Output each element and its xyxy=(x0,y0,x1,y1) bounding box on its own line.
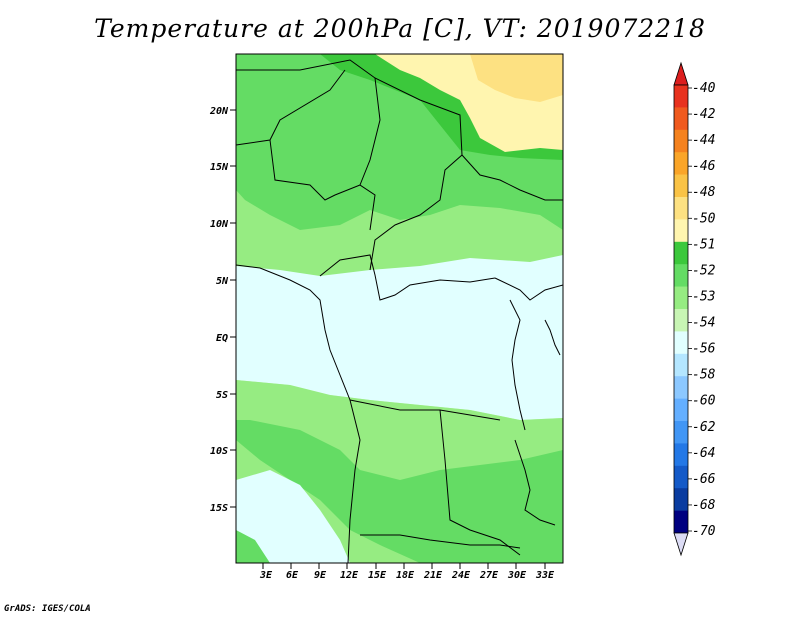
lon-tick-label: 30E xyxy=(507,570,527,581)
colorbar-swatch xyxy=(674,129,688,153)
colorbar-label: -66 xyxy=(692,472,716,487)
colorbar-label: -68 xyxy=(692,498,716,513)
colorbar-swatch xyxy=(674,353,688,377)
colorbar-swatch xyxy=(674,241,688,265)
lat-tick-label: 5N xyxy=(216,276,229,287)
colorbar-swatch xyxy=(674,219,688,243)
colorbar-swatch xyxy=(674,331,688,355)
lat-tick-label: EQ xyxy=(216,333,228,344)
colorbar-label: -58 xyxy=(692,368,716,383)
colorbar-label: -50 xyxy=(692,211,716,226)
colorbar-label: -44 xyxy=(692,133,715,148)
lat-tick-label: 20N xyxy=(209,106,229,117)
colorbar-label: -42 xyxy=(692,107,716,122)
colorbar-bottom-arrow xyxy=(673,532,689,557)
lon-tick-label: 15E xyxy=(368,570,387,581)
colorbar-swatch xyxy=(674,264,688,287)
colorbar-label: -70 xyxy=(692,524,716,539)
lon-tick-label: 12E xyxy=(340,570,359,581)
colorbar-label: -56 xyxy=(692,342,716,357)
colorbar-swatch xyxy=(674,309,688,332)
colorbar-swatch xyxy=(674,398,688,422)
temperature-field xyxy=(236,54,563,563)
colorbar-label: -53 xyxy=(692,289,715,304)
lat-tick-label: 15N xyxy=(210,162,229,173)
lon-tick-label: 6E xyxy=(286,570,299,581)
colorbar-label: -52 xyxy=(692,263,716,278)
lat-tick-label: 5S xyxy=(216,390,228,401)
colorbar-label: -51 xyxy=(692,237,715,252)
colorbar-label: -46 xyxy=(692,159,716,174)
colorbar-swatch xyxy=(674,510,688,534)
colorbar-label: -54 xyxy=(692,316,715,331)
lat-tick-label: 10N xyxy=(210,219,229,230)
colorbar-swatch xyxy=(674,152,688,175)
lat-tick-label: 10S xyxy=(210,446,228,457)
lat-tick-label: 15S xyxy=(210,503,228,514)
lon-tick-label: 18E xyxy=(396,570,415,581)
colorbar-swatch xyxy=(674,174,688,198)
colorbar: -40 -42 -44 -46 -48 -50 -51 -52 -53 -54 -56 -58 -60 -… xyxy=(673,61,716,557)
colorbar-swatch xyxy=(674,85,688,108)
colorbar-swatch xyxy=(674,443,688,467)
colorbar-label: -62 xyxy=(692,420,716,435)
map-frame xyxy=(235,53,564,564)
colorbar-label: -64 xyxy=(692,446,715,461)
lon-tick-label: 27E xyxy=(479,570,499,581)
colorbar-swatch xyxy=(674,465,688,489)
longitude-axis: 3E 6E 9E 12E 15E 18E 21E 24E 27E 30E 33E xyxy=(259,563,555,581)
colorbar-label: -40 xyxy=(692,81,716,96)
latitude-axis: 20N 15N 10N 5N EQ 5S 10S 15S xyxy=(209,106,236,514)
colorbar-swatch xyxy=(674,421,688,444)
lon-tick-label: 33E xyxy=(535,570,555,581)
lon-tick-label: 3E xyxy=(259,570,273,581)
colorbar-swatch xyxy=(674,197,688,220)
country-borders xyxy=(236,59,563,563)
grads-credit: GrADS: IGES/COLA xyxy=(4,604,91,614)
colorbar-top-arrow xyxy=(673,61,689,86)
colorbar-label: -60 xyxy=(692,394,716,409)
colorbar-swatch xyxy=(674,376,688,399)
colorbar-swatch xyxy=(674,286,688,310)
lon-tick-label: 9E xyxy=(314,570,327,581)
colorbar-swatch xyxy=(674,488,688,511)
colorbar-label: -48 xyxy=(692,185,716,200)
lon-tick-label: 24E xyxy=(451,570,471,581)
map-title: Temperature at 200hPa [C], VT: 201907221… xyxy=(94,14,706,43)
lon-tick-label: 21E xyxy=(423,570,443,581)
colorbar-swatch xyxy=(674,107,688,131)
